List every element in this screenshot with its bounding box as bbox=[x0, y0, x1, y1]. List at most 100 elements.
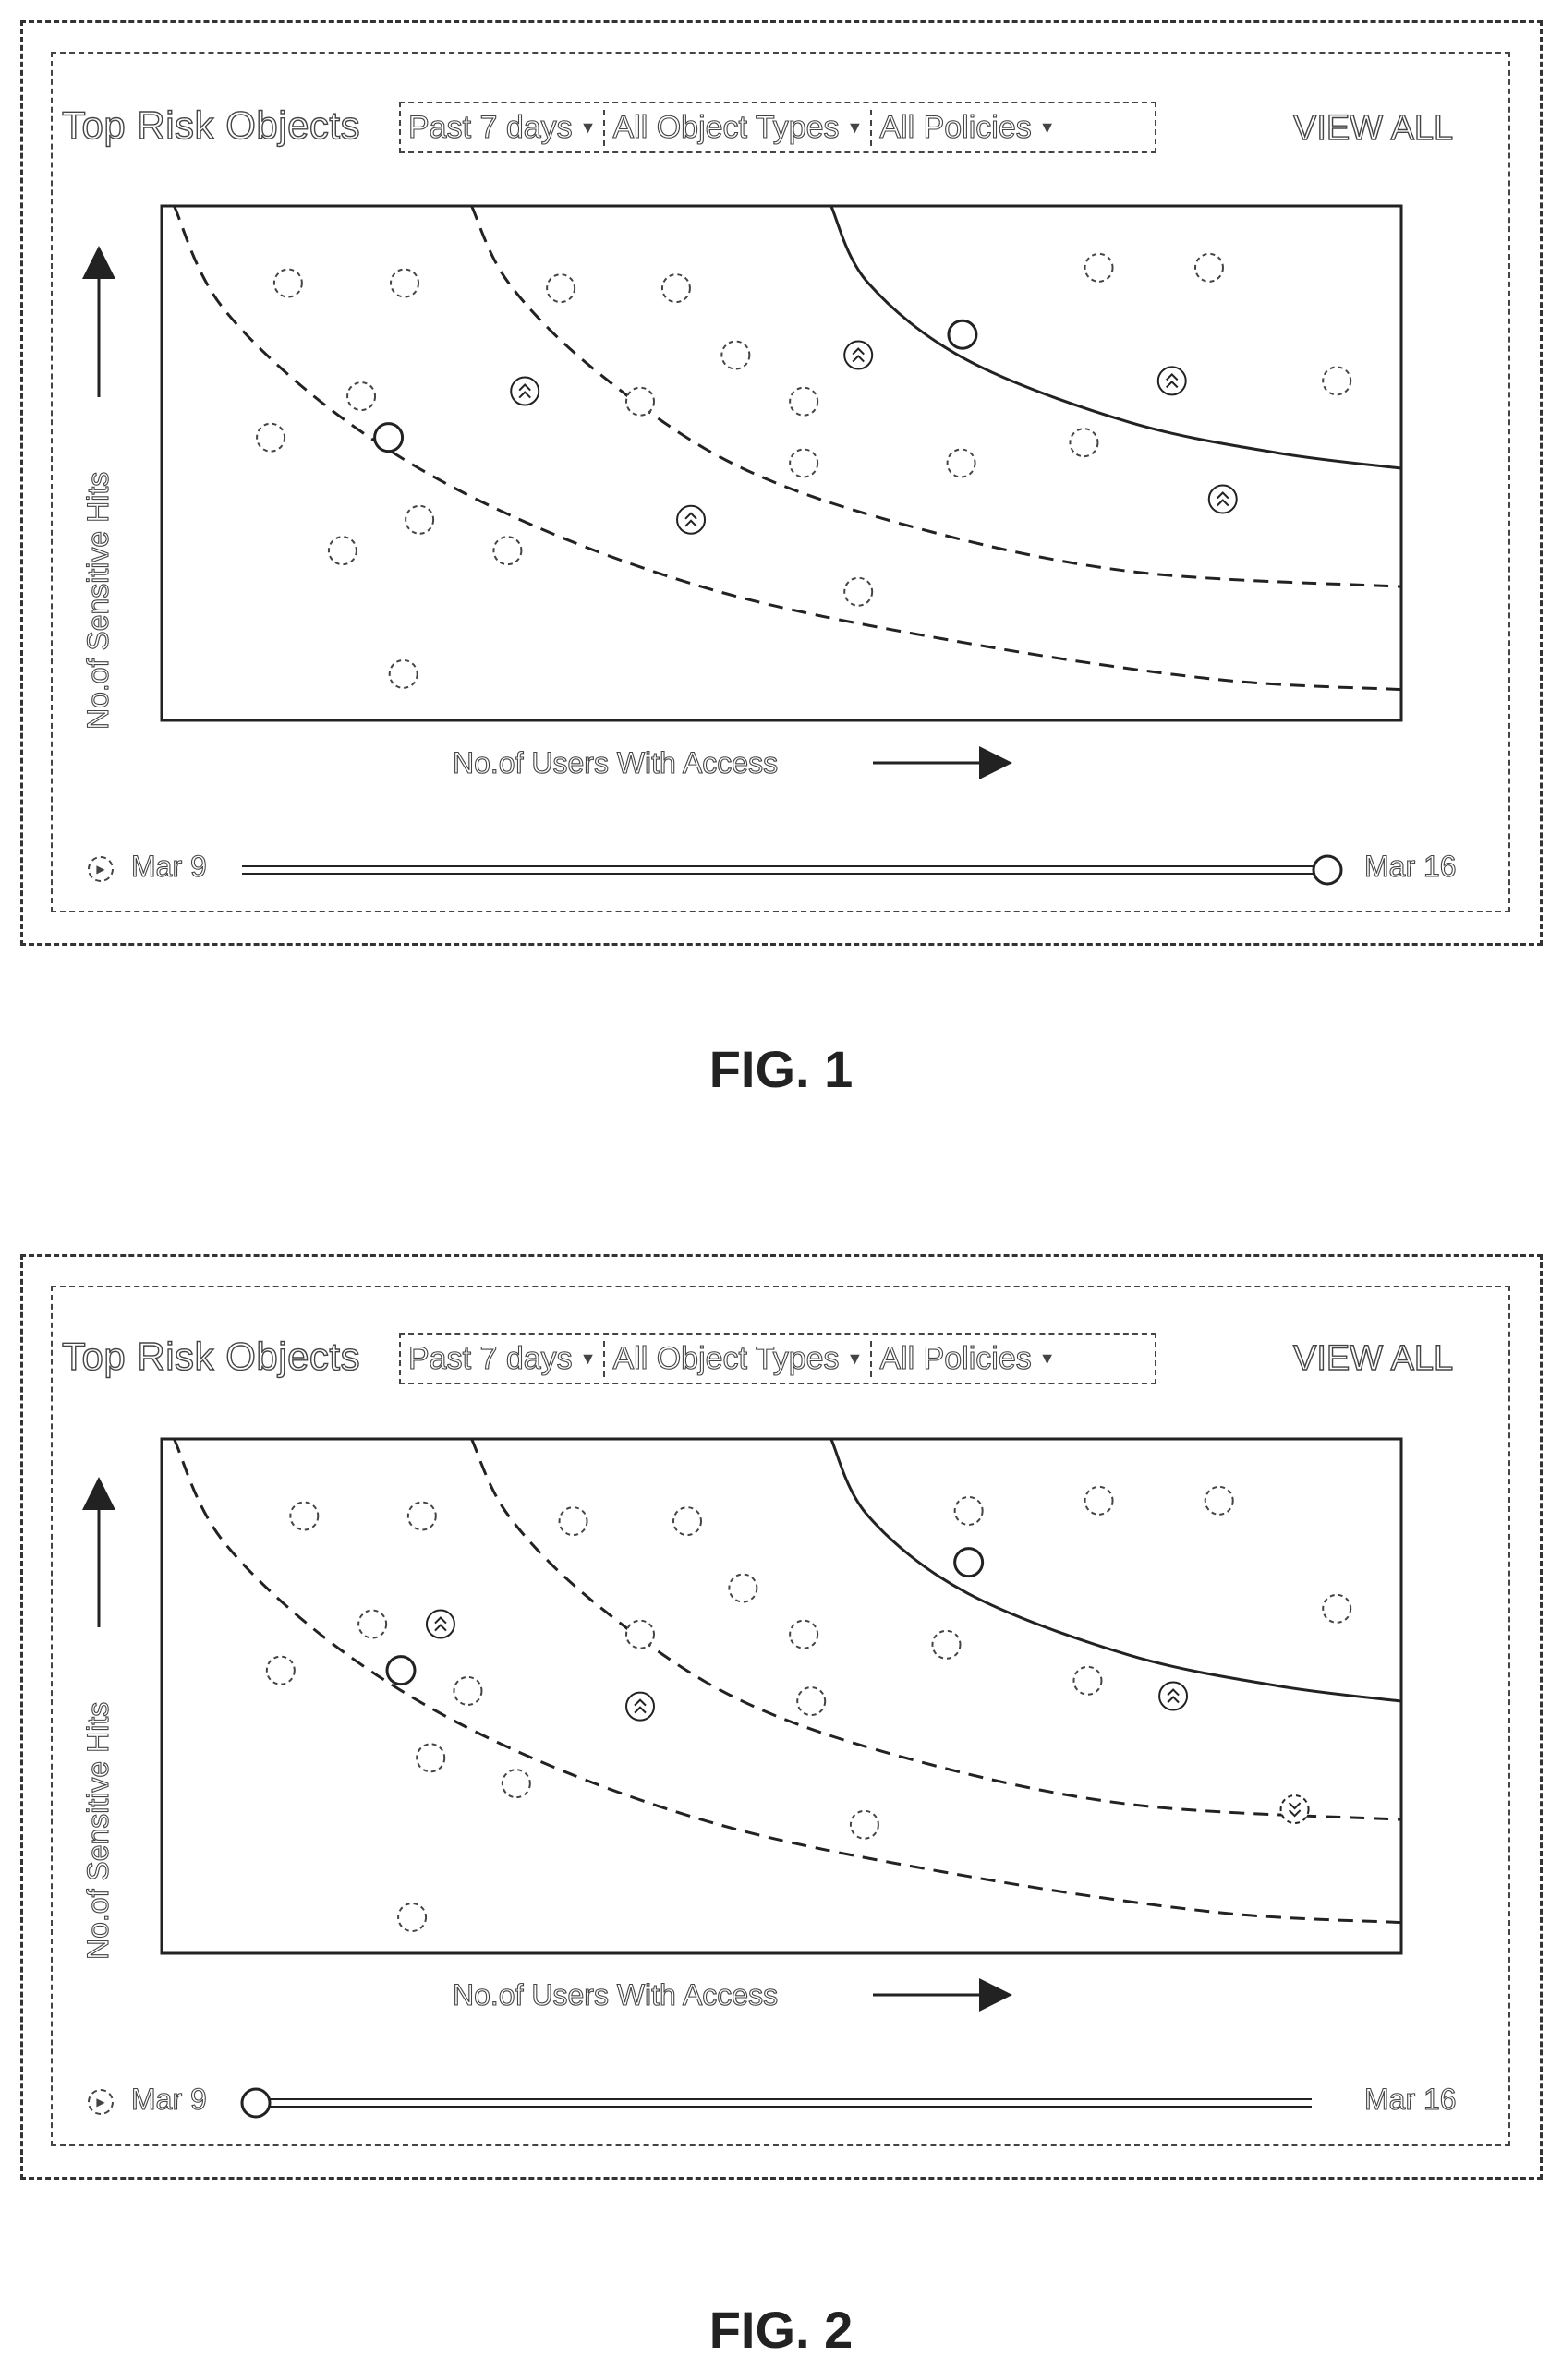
risk-object-point[interactable] bbox=[272, 268, 303, 298]
double-chevron-up-icon bbox=[684, 512, 697, 520]
timeline-handle[interactable] bbox=[1312, 854, 1343, 886]
risk-zones bbox=[173, 1438, 1402, 1925]
rising-risk-point[interactable] bbox=[1156, 366, 1187, 396]
timeline-handle[interactable] bbox=[240, 2087, 272, 2119]
timeline-slider[interactable] bbox=[242, 854, 1343, 886]
filter-time-range[interactable]: Past 7 days ▼ bbox=[407, 1340, 597, 1376]
x-axis-label: No.of Users With Access bbox=[452, 1977, 779, 2012]
risk-object-point[interactable] bbox=[546, 273, 576, 304]
rising-risk-point[interactable] bbox=[676, 504, 707, 535]
figure-caption: FIG. 2 bbox=[708, 2301, 854, 2359]
data-points bbox=[265, 1485, 1352, 1933]
highlighted-risk-point[interactable] bbox=[953, 1547, 985, 1578]
dropdown-triangle-icon: ▼ bbox=[579, 117, 597, 137]
filter-bar: Past 7 days ▼ All Object Types ▼ All Polic… bbox=[399, 1333, 1156, 1384]
risk-object-point[interactable] bbox=[720, 340, 751, 370]
risk-object-point[interactable] bbox=[1072, 1665, 1103, 1696]
risk-object-point[interactable] bbox=[558, 1506, 588, 1537]
highlighted-risk-point[interactable] bbox=[373, 422, 405, 453]
risk-object-point[interactable] bbox=[501, 1769, 531, 1799]
timeline-slider[interactable] bbox=[240, 2087, 1312, 2119]
widget-title: Top Risk Objects bbox=[61, 1334, 361, 1378]
double-chevron-up-icon bbox=[1166, 380, 1179, 389]
risk-object-point[interactable] bbox=[397, 1903, 428, 1933]
risk-object-point[interactable] bbox=[1322, 1593, 1352, 1624]
double-chevron-up-icon bbox=[634, 1706, 647, 1714]
double-chevron-up-icon bbox=[434, 1624, 447, 1632]
rising-risk-point[interactable] bbox=[510, 376, 540, 406]
risk-object-point[interactable] bbox=[789, 386, 819, 417]
dropdown-triangle-icon: ▼ bbox=[846, 117, 864, 137]
widget-panel bbox=[51, 1286, 1510, 2146]
risk-object-point[interactable] bbox=[953, 1495, 984, 1526]
filter-time-range[interactable]: Past 7 days ▼ bbox=[407, 109, 597, 145]
risk-object-point[interactable] bbox=[849, 1809, 879, 1840]
risk-zone-boundary bbox=[173, 205, 1402, 692]
risk-zone-boundary bbox=[470, 1438, 1402, 1821]
risk-object-point[interactable] bbox=[1084, 1485, 1114, 1516]
risk-object-point[interactable] bbox=[1204, 1485, 1234, 1516]
filter-policies[interactable]: All Policies ▼ bbox=[870, 1340, 1062, 1377]
double-chevron-up-icon bbox=[434, 1616, 447, 1625]
risk-object-point[interactable] bbox=[346, 381, 377, 412]
double-chevron-up-icon bbox=[634, 1698, 647, 1707]
risk-object-point[interactable] bbox=[789, 448, 819, 478]
risk-object-point[interactable] bbox=[390, 268, 420, 298]
risk-object-point[interactable] bbox=[1193, 252, 1224, 283]
highlighted-risk-point[interactable] bbox=[947, 319, 978, 350]
play-icon[interactable]: ▶ bbox=[88, 856, 114, 882]
rising-risk-point[interactable] bbox=[843, 340, 874, 370]
double-chevron-up-icon bbox=[1167, 1688, 1180, 1697]
risk-object-point[interactable] bbox=[256, 422, 286, 453]
rising-risk-point[interactable] bbox=[1158, 1681, 1189, 1711]
risk-object-point[interactable] bbox=[796, 1686, 827, 1717]
risk-object-point[interactable] bbox=[265, 1655, 296, 1685]
risk-object-point[interactable] bbox=[289, 1501, 320, 1531]
risk-object-point[interactable] bbox=[728, 1573, 758, 1603]
filter-policies[interactable]: All Policies ▼ bbox=[870, 109, 1062, 146]
double-chevron-up-icon bbox=[518, 383, 531, 392]
timeline-start-label: Mar 9 bbox=[130, 2082, 207, 2116]
risk-object-point[interactable] bbox=[946, 448, 976, 478]
dropdown-triangle-icon: ▼ bbox=[846, 1348, 864, 1368]
risk-object-point[interactable] bbox=[625, 1619, 656, 1649]
view-all-link[interactable]: VIEW ALL bbox=[1292, 1338, 1454, 1378]
dropdown-triangle-icon: ▼ bbox=[1038, 1348, 1056, 1368]
risk-object-point[interactable] bbox=[789, 1619, 819, 1649]
risk-object-point[interactable] bbox=[843, 576, 874, 607]
outer-frame bbox=[20, 20, 1543, 946]
highlighted-risk-point[interactable] bbox=[385, 1655, 417, 1686]
double-chevron-up-icon bbox=[1217, 491, 1229, 500]
risk-object-point[interactable] bbox=[1069, 428, 1099, 458]
data-points bbox=[256, 252, 1352, 689]
risk-object-point[interactable] bbox=[327, 536, 357, 566]
risk-object-point[interactable] bbox=[388, 658, 418, 689]
play-icon[interactable]: ▶ bbox=[88, 2089, 114, 2115]
risk-zones bbox=[173, 205, 1402, 692]
filter-object-types[interactable]: All Object Types ▼ bbox=[603, 109, 870, 146]
risk-object-point[interactable] bbox=[672, 1506, 703, 1537]
filter-object-types[interactable]: All Object Types ▼ bbox=[603, 1340, 870, 1377]
view-all-link[interactable]: VIEW ALL bbox=[1292, 108, 1454, 148]
risk-object-point[interactable] bbox=[405, 504, 435, 535]
rising-risk-point[interactable] bbox=[1207, 484, 1238, 514]
risk-object-point[interactable] bbox=[416, 1743, 446, 1773]
risk-object-point[interactable] bbox=[357, 1609, 388, 1639]
double-chevron-up-icon bbox=[518, 391, 531, 399]
rising-risk-point[interactable] bbox=[425, 1609, 455, 1639]
rising-risk-point[interactable] bbox=[625, 1691, 656, 1722]
double-chevron-up-icon bbox=[1167, 1696, 1180, 1704]
risk-zone-boundary bbox=[173, 1438, 1402, 1925]
plot-area bbox=[160, 1437, 1403, 1955]
falling-risk-point[interactable] bbox=[1279, 1794, 1310, 1825]
risk-object-point[interactable] bbox=[625, 386, 656, 417]
risk-object-point[interactable] bbox=[406, 1501, 437, 1531]
risk-object-point[interactable] bbox=[931, 1629, 962, 1660]
risk-object-point[interactable] bbox=[453, 1675, 483, 1706]
risk-object-point[interactable] bbox=[492, 536, 523, 566]
risk-object-point[interactable] bbox=[1322, 366, 1352, 396]
risk-object-point[interactable] bbox=[1084, 252, 1114, 283]
risk-object-point[interactable] bbox=[660, 273, 691, 304]
double-chevron-up-icon bbox=[852, 347, 865, 356]
